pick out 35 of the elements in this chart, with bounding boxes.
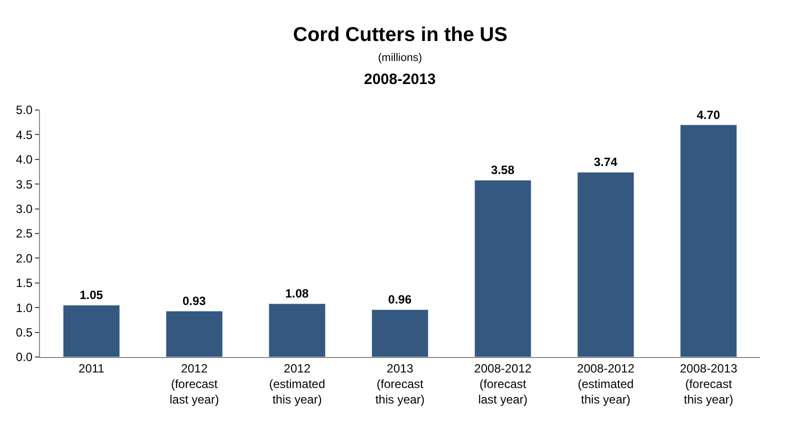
- y-tick-label: 3.0: [16, 202, 33, 216]
- x-tick-label: 2008-2012 (forecast last year): [474, 361, 532, 407]
- data-label: 0.93: [182, 294, 206, 308]
- bar: [62, 304, 120, 357]
- x-tick-label: 2013 (forecast this year): [375, 361, 425, 407]
- data-label: 4.70: [696, 108, 720, 122]
- y-tick-label: 0.5: [16, 326, 33, 340]
- chart-title: Cord Cutters in the US: [293, 24, 508, 46]
- bar: [268, 303, 326, 357]
- data-label: 1.05: [80, 288, 104, 302]
- bar: [577, 172, 634, 357]
- data-label: 1.08: [285, 286, 309, 301]
- y-tick-label: 3.5: [16, 177, 33, 192]
- x-tick-label: 2012 (forecast last year): [170, 361, 219, 407]
- bar: [474, 180, 532, 357]
- y-tick-label: 2.0: [16, 251, 33, 266]
- y-tick-label: 4.0: [16, 152, 33, 167]
- x-tick-label: 2008-2013 (forecast this year): [680, 361, 738, 407]
- y-tick-label: 0.0: [16, 350, 33, 364]
- y-tick-label: 1.0: [16, 300, 33, 315]
- x-tick-label: 2012 (estimated this year): [269, 361, 326, 407]
- y-tick-label: 1.5: [16, 276, 33, 290]
- text: 2008-2013: [364, 71, 436, 88]
- chart-subtitle: (millions): [378, 52, 422, 64]
- y-tick-label: 4.5: [16, 128, 33, 142]
- data-label: 3.74: [594, 155, 618, 170]
- data-label: 0.96: [388, 292, 412, 307]
- bar: [371, 309, 429, 357]
- bar: [680, 124, 738, 357]
- bar: [166, 310, 223, 357]
- x-tick-label: 2011: [78, 361, 105, 376]
- data-label: 3.58: [491, 163, 515, 178]
- y-tick-label: 5.0: [16, 103, 33, 118]
- x-tick-label: 2008-2012 (estimated this year): [577, 361, 635, 407]
- y-tick-label: 2.5: [16, 226, 33, 241]
